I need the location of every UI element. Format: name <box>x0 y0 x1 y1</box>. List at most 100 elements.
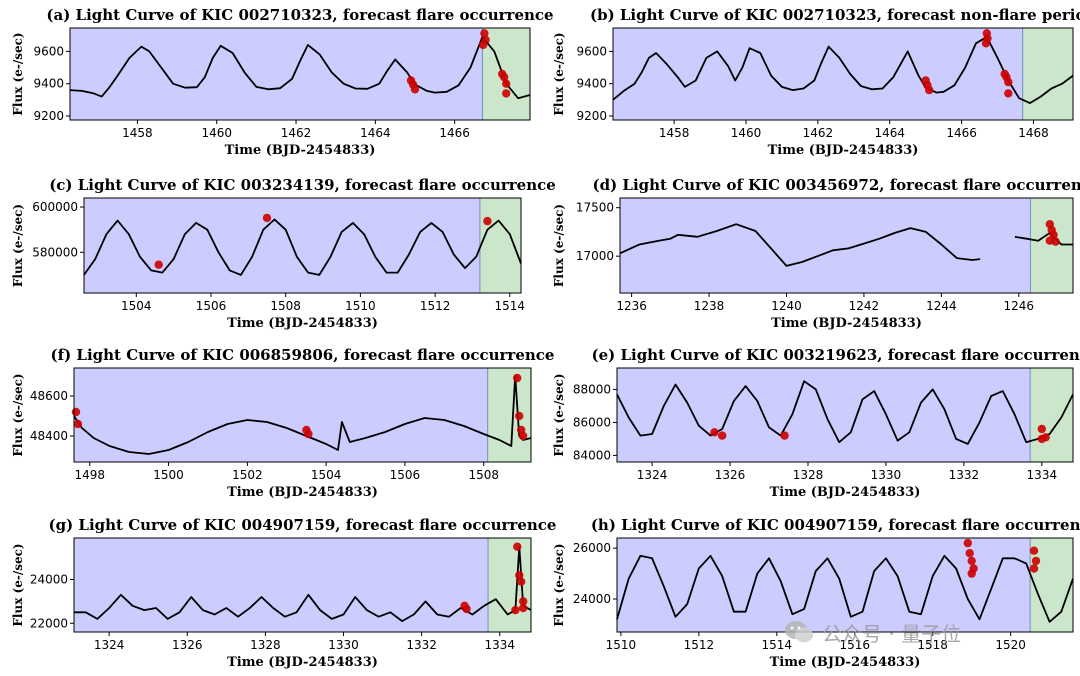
x-axis-label: Time (BJD-2454833) <box>770 485 921 500</box>
x-tick-label: 1498 <box>74 468 105 482</box>
x-tick-label: 1240 <box>771 299 802 313</box>
x-tick-label: 1468 <box>1018 126 1049 140</box>
history-region <box>84 198 480 293</box>
flare-point <box>519 603 528 613</box>
y-axis-label: Flux (e-/sec) <box>552 32 566 115</box>
flare-point <box>262 213 272 223</box>
forecast-region <box>1030 198 1073 293</box>
flare-point <box>1031 556 1041 566</box>
x-tick-label: 1462 <box>281 126 312 140</box>
y-tick-label: 600000 <box>32 200 78 214</box>
flare-point <box>410 85 420 94</box>
y-tick-label: 580000 <box>32 245 78 259</box>
x-tick-label: 1520 <box>995 638 1026 652</box>
x-tick-label: 1512 <box>684 638 715 652</box>
watermark: 公众号 · 量子位 <box>784 614 1054 650</box>
flare-point <box>718 431 727 440</box>
y-tick-label: 17000 <box>576 249 614 263</box>
x-tick-label: 1326 <box>715 468 746 482</box>
flare-point <box>515 571 524 580</box>
x-axis-label: Time (BJD-2454833) <box>227 655 378 670</box>
plot-frame <box>619 197 1074 294</box>
flare-point <box>981 39 991 48</box>
x-tick-label: 1328 <box>250 638 281 652</box>
y-tick-label: 22000 <box>30 616 68 630</box>
chart-panel-3: 1504 1506 1508 1510 1512 1514 580000 600000 (c) … <box>11 176 556 331</box>
plot-frame <box>612 27 1074 121</box>
y-axis-label: Flux (e-/sec) <box>11 543 25 626</box>
x-tick-label: 1460 <box>201 126 232 140</box>
x-axis-label: Time (BJD-2454833) <box>768 143 919 158</box>
x-tick-label: 1332 <box>406 638 437 652</box>
chart-title: (f) Light Curve of KIC 006859806, foreca… <box>51 346 555 364</box>
y-tick-label: 24000 <box>573 592 611 606</box>
flare-point <box>1029 564 1039 573</box>
light-curve-line <box>83 218 522 276</box>
x-tick-label: 1464 <box>360 126 391 140</box>
y-axis-label: Flux (e-/sec) <box>11 204 25 287</box>
flare-point <box>154 260 163 269</box>
y-tick-label: 48600 <box>30 389 68 403</box>
x-tick-label: 1324 <box>637 468 668 482</box>
x-axis-label: Time (BJD-2454833) <box>225 143 376 158</box>
x-tick-label: 1238 <box>694 299 725 313</box>
chart-title: (e) Light Curve of KIC 003219623, foreca… <box>591 346 1080 364</box>
chart-title: (c) Light Curve of KIC 003234139, foreca… <box>49 176 556 194</box>
y-tick-label: 17500 <box>576 201 614 215</box>
history-region <box>620 198 1031 293</box>
x-axis-label: Time (BJD-2454833) <box>771 316 922 331</box>
chart-panel-5: 1498 1500 1502 1504 1506 1508 48400 48600 (f) Li… <box>11 346 554 500</box>
y-tick-label: 9600 <box>576 44 607 58</box>
history-region <box>74 538 489 632</box>
y-tick-label: 9600 <box>33 44 64 58</box>
history-region <box>70 28 483 120</box>
y-axis-label: Flux (e-/sec) <box>552 373 566 456</box>
plot-frame <box>616 537 1074 633</box>
flare-point <box>1004 89 1013 98</box>
y-axis-label: Flux (e-/sec) <box>11 32 25 115</box>
x-tick-label: 1326 <box>172 638 203 652</box>
y-axis-label: Flux (e-/sec) <box>11 373 25 456</box>
history-region <box>617 368 1031 462</box>
x-tick-label: 1514 <box>762 638 793 652</box>
x-tick-label: 1460 <box>731 126 762 140</box>
x-tick-label: 1324 <box>94 638 125 652</box>
x-tick-label: 1242 <box>849 299 880 313</box>
flare-point <box>1051 237 1060 246</box>
plot-frame <box>83 197 522 294</box>
flare-point <box>518 431 528 441</box>
x-tick-label: 1466 <box>946 126 977 140</box>
history-region <box>617 538 1031 632</box>
light-curve-line <box>73 375 532 455</box>
flare-point <box>710 428 719 437</box>
chart-title: (d) Light Curve of KIC 003456972, foreca… <box>593 176 1080 194</box>
light-curve-line <box>616 554 1074 623</box>
x-tick-label: 1502 <box>232 468 263 482</box>
flare-point <box>1037 424 1047 434</box>
watermark-text: 公众号 · 量子位 <box>822 621 962 646</box>
flare-point <box>511 605 520 615</box>
y-tick-label: 84000 <box>573 448 611 462</box>
x-tick-label: 1330 <box>871 468 902 482</box>
forecast-region <box>488 538 531 632</box>
chart-panel-2: 1458 1460 1462 1464 1466 1468 9200 9400 9600 (b) … <box>552 6 1080 158</box>
x-axis-label: Time (BJD-2454833) <box>770 655 921 670</box>
x-tick-label: 1236 <box>616 299 647 313</box>
x-tick-label: 1332 <box>949 468 980 482</box>
forecast-region <box>487 368 531 462</box>
flare-point <box>73 419 83 429</box>
x-tick-label: 1328 <box>793 468 824 482</box>
y-axis-label: Flux (e-/sec) <box>552 543 566 626</box>
y-tick-label: 9400 <box>33 77 64 91</box>
y-tick-label: 9200 <box>33 109 64 123</box>
flare-point <box>480 29 489 38</box>
y-axis-label: Flux (e-/sec) <box>552 204 566 287</box>
x-tick-label: 1518 <box>917 638 948 652</box>
x-tick-label: 1516 <box>839 638 870 652</box>
chart-panel-4: 1236 1238 1240 1242 1244 1246 17000 17500 (d) Li… <box>552 176 1080 331</box>
chart-panel-6: 1324 1326 1328 1330 1332 1334 84000 86000 88000 (… <box>552 346 1080 500</box>
flare-point <box>1037 434 1047 444</box>
x-tick-label: 1506 <box>390 468 421 482</box>
flare-point <box>780 431 789 440</box>
chart-title: (g) Light Curve of KIC 004907159, foreca… <box>49 516 557 534</box>
